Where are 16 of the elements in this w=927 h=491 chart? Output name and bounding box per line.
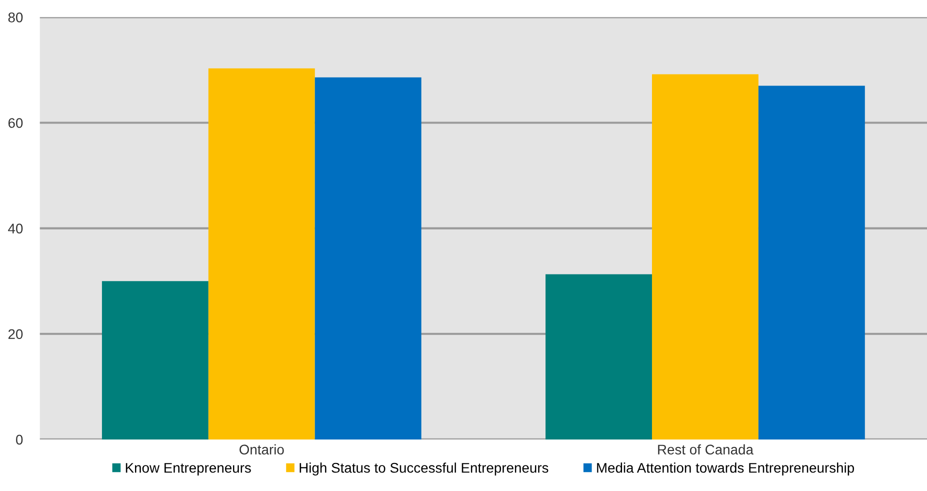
- legend-label: Know Entrepreneurs: [126, 463, 251, 476]
- y-tick-label: 0: [16, 434, 23, 445]
- bar: [208, 68, 315, 440]
- legend-label: High Status to Successful Entrepreneurs: [300, 462, 548, 476]
- y-tick-label: 40: [8, 224, 23, 234]
- bar: [102, 281, 208, 440]
- y-tick-label: 20: [8, 329, 23, 340]
- bar: [546, 274, 652, 440]
- bar: [758, 86, 865, 440]
- legend-label: Media Attention towards Entrepreneurship: [597, 462, 854, 476]
- x-tick-label: Rest of Canada: [658, 444, 754, 455]
- y-tick-label: 60: [8, 118, 23, 128]
- bar: [314, 77, 422, 440]
- bar: [652, 74, 758, 440]
- x-tick-label: Ontario: [240, 444, 284, 455]
- y-tick-label: 80: [8, 12, 23, 22]
